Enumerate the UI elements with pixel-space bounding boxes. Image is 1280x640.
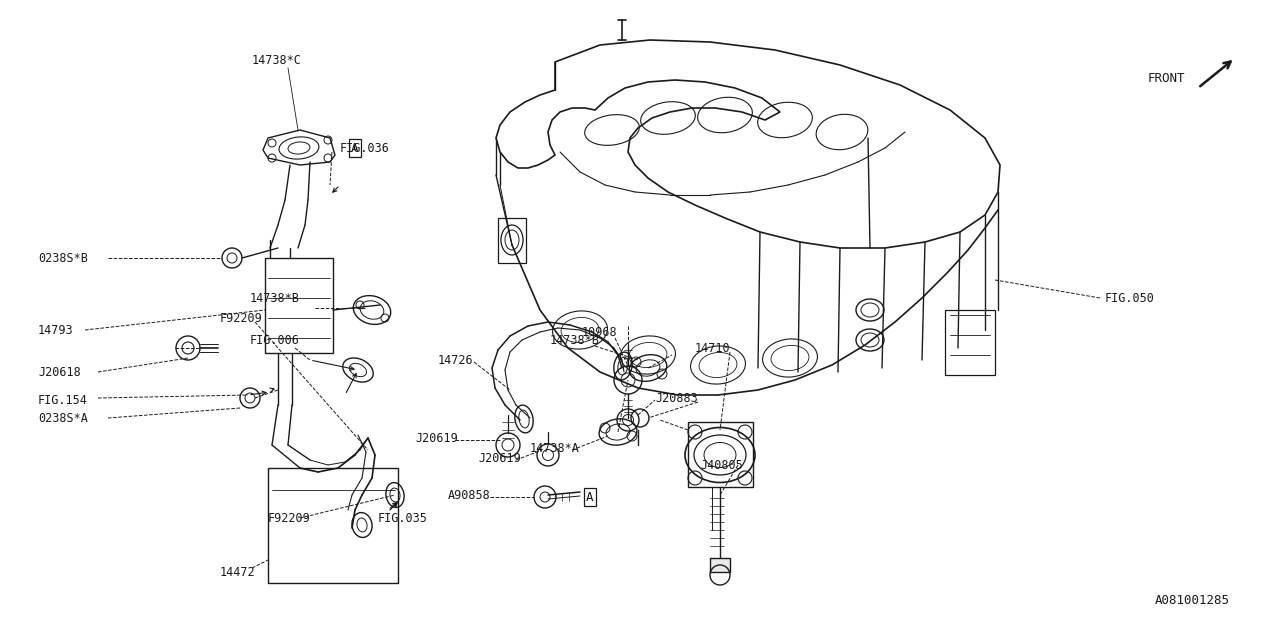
Bar — [945, 310, 995, 375]
Text: 0238S*B: 0238S*B — [38, 252, 88, 264]
Text: FRONT: FRONT — [1148, 72, 1185, 84]
Text: FIG.035: FIG.035 — [378, 511, 428, 525]
Text: 14738*C: 14738*C — [252, 54, 302, 67]
Bar — [689, 422, 753, 487]
Text: J40805: J40805 — [700, 458, 742, 472]
Text: J20619: J20619 — [415, 431, 458, 445]
Text: 10968: 10968 — [582, 326, 618, 339]
Text: A081001285: A081001285 — [1155, 593, 1230, 607]
Text: 14738*B: 14738*B — [250, 291, 300, 305]
Bar — [265, 258, 333, 353]
Text: J20883: J20883 — [655, 392, 698, 404]
Text: 14726: 14726 — [438, 353, 474, 367]
Text: J20619: J20619 — [477, 451, 521, 465]
Text: FIG.154: FIG.154 — [38, 394, 88, 406]
Bar — [268, 468, 398, 583]
Text: A: A — [351, 141, 358, 154]
Text: FIG.036: FIG.036 — [340, 141, 390, 154]
Text: 14793: 14793 — [38, 323, 74, 337]
Text: F92209: F92209 — [268, 511, 311, 525]
Text: 14738*A: 14738*A — [530, 442, 580, 454]
Text: 14710: 14710 — [695, 342, 731, 355]
Text: F92209: F92209 — [220, 312, 262, 324]
Bar — [498, 218, 526, 263]
Text: J20618: J20618 — [38, 365, 81, 378]
Text: 14472: 14472 — [220, 566, 256, 579]
Text: A90858: A90858 — [448, 488, 490, 502]
Text: A: A — [586, 490, 594, 504]
Bar — [710, 558, 730, 572]
Text: FIG.050: FIG.050 — [1105, 291, 1155, 305]
Text: 0238S*A: 0238S*A — [38, 412, 88, 424]
Text: FIG.006: FIG.006 — [250, 333, 300, 346]
Text: 14738*B: 14738*B — [550, 333, 600, 346]
